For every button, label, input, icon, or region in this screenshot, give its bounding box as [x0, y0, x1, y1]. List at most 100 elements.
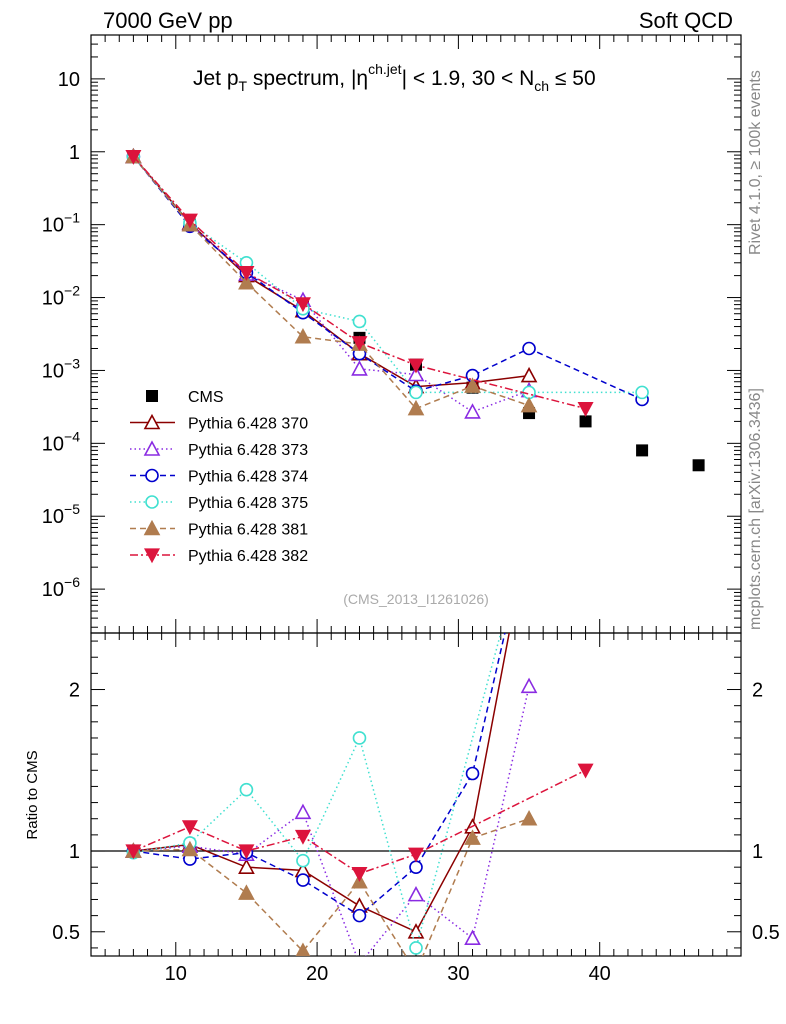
legend-label: Pythia 6.428 373 [188, 442, 308, 459]
ratio-series-line [133, 633, 510, 933]
legend-marker [145, 495, 159, 509]
ratio-data-point [296, 873, 310, 887]
ratio-data-point [125, 844, 142, 860]
ratio-data-point [464, 929, 481, 946]
legend: CMS Pythia 6.428 370 Pythia 6.428 373 Pythi… [130, 389, 308, 565]
main-data-point [407, 358, 425, 374]
analysis-watermark: (CMS_2013_I1261026) [343, 591, 489, 607]
ratio-y-tick-label: 2 [69, 680, 80, 702]
ratio-data-point [520, 810, 538, 826]
ratio-data-point [351, 867, 368, 882]
ratio-plot-frame [90, 632, 742, 957]
main-data-point [579, 415, 592, 428]
ratio-y-tick-label-right: 1 [752, 841, 763, 863]
ratio-data-point [409, 941, 423, 955]
ratio-data-point [352, 731, 367, 745]
legend-marker [143, 519, 161, 536]
legend-label: Pythia 6.428 370 [188, 416, 308, 433]
ratio-data-point [296, 853, 310, 868]
ratio-data-point [465, 766, 480, 781]
ratio-series-line [133, 633, 506, 917]
ratio-data-point [238, 844, 255, 860]
legend-marker [143, 548, 161, 564]
ratio-data-point [239, 782, 254, 797]
ratio-data-point [409, 965, 423, 978]
main-data-point [520, 366, 538, 383]
legend-entry: Pythia 6.428 370 [130, 413, 308, 433]
y-tick-label: 10−5 [42, 501, 80, 528]
legend-label: Pythia 6.428 382 [188, 548, 308, 565]
title-sub-pt: T [239, 78, 248, 94]
ratio-data-point [520, 677, 538, 694]
main-series-5 [125, 147, 538, 416]
ratio-series-2 [126, 633, 506, 923]
ratio-data-point [181, 840, 199, 857]
ratio-series-line [133, 686, 530, 956]
ratio-data-point [407, 847, 425, 863]
main-axis-ticks: 10 1 10−1 10−2 10−3 10−4 10−5 10−6 [42, 34, 741, 633]
main-data-point [294, 328, 312, 344]
ratio-data-point [359, 955, 360, 956]
main-series-line [132, 156, 643, 401]
legend-entry: Pythia 6.428 374 [130, 469, 308, 486]
ratio-y-tick-label: 0.5 [52, 922, 80, 944]
main-data-point [464, 403, 481, 419]
ratio-data-point [577, 763, 594, 779]
main-data-point [636, 444, 649, 457]
main-data-point [407, 365, 425, 382]
legend-label: Pythia 6.428 374 [188, 469, 308, 486]
title-part-1: Jet p [193, 67, 239, 90]
title-part-2: spectrum, |η [247, 67, 368, 90]
y-tick-label: 10−1 [42, 210, 80, 237]
main-series-3 [126, 149, 649, 407]
legend-entry: Pythia 6.428 375 [130, 495, 308, 512]
ratio-data-point [294, 803, 312, 820]
ratio-series-5 [125, 763, 594, 882]
ratio-data-point [352, 908, 367, 923]
main-data-point [577, 401, 594, 417]
main-data-point [352, 314, 367, 329]
legend-entry: Pythia 6.428 381 [130, 519, 308, 539]
ratio-data-point [407, 885, 425, 902]
legend-entry: Pythia 6.428 373 [130, 440, 308, 459]
ratio-axis-label: Ratio to CMS [24, 750, 41, 839]
y-tick-label: 10−2 [42, 283, 80, 310]
main-data-point [692, 459, 705, 472]
header-energy-label: 7000 GeV pp [103, 8, 233, 33]
main-data-point [351, 360, 368, 376]
main-data-point [464, 377, 481, 393]
main-series-line [132, 156, 530, 388]
ratio-series-group [125, 522, 594, 978]
legend-label: Pythia 6.428 381 [188, 522, 308, 539]
ratio-y-tick-label-right: 2 [752, 680, 763, 702]
legend-marker [146, 390, 158, 402]
main-plot-frame [90, 34, 742, 634]
y-tick-label: 10−3 [42, 355, 80, 382]
main-data-point [238, 265, 255, 281]
main-data-point [522, 341, 536, 356]
legend-marker [143, 440, 161, 456]
legend-entry: Pythia 6.428 382 [130, 548, 308, 565]
main-data-point [409, 385, 423, 400]
ratio-axis-ticks: 10 20 30 40 0.5 0.5 1 1 2 2 [52, 633, 780, 985]
rivet-version-label: Rivet 4.1.0, ≥ 100k events [747, 70, 764, 255]
main-series-line [132, 156, 530, 410]
main-series-4 [126, 150, 649, 400]
chart-title: Jet pT spectrum, |ηch.jet| < 1.9, 30 < N… [193, 61, 596, 94]
main-data-point [635, 385, 649, 400]
main-data-point [520, 396, 538, 413]
ratio-data-point [407, 923, 425, 939]
main-series-group [125, 147, 705, 472]
ratio-data-point [523, 522, 535, 534]
x-tick-label: 10 [165, 963, 187, 985]
main-series-1 [125, 147, 538, 394]
title-sup-chjet: ch.jet [368, 61, 402, 77]
y-tick-label: 10 [58, 69, 80, 91]
x-tick-label: 30 [447, 963, 469, 985]
x-tick-label: 20 [306, 963, 328, 985]
ratio-series-line [133, 818, 530, 956]
main-data-point [181, 213, 198, 229]
ratio-series-0 [125, 633, 510, 939]
legend-marker [145, 468, 159, 483]
